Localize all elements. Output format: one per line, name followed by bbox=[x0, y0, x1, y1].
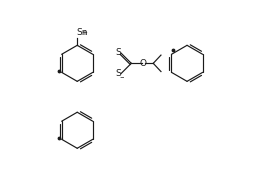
Text: −: − bbox=[119, 74, 124, 79]
Text: Sn: Sn bbox=[77, 28, 88, 37]
Text: +: + bbox=[81, 30, 87, 36]
Text: O: O bbox=[140, 59, 147, 68]
Text: S: S bbox=[116, 69, 122, 78]
Text: S: S bbox=[116, 48, 122, 57]
